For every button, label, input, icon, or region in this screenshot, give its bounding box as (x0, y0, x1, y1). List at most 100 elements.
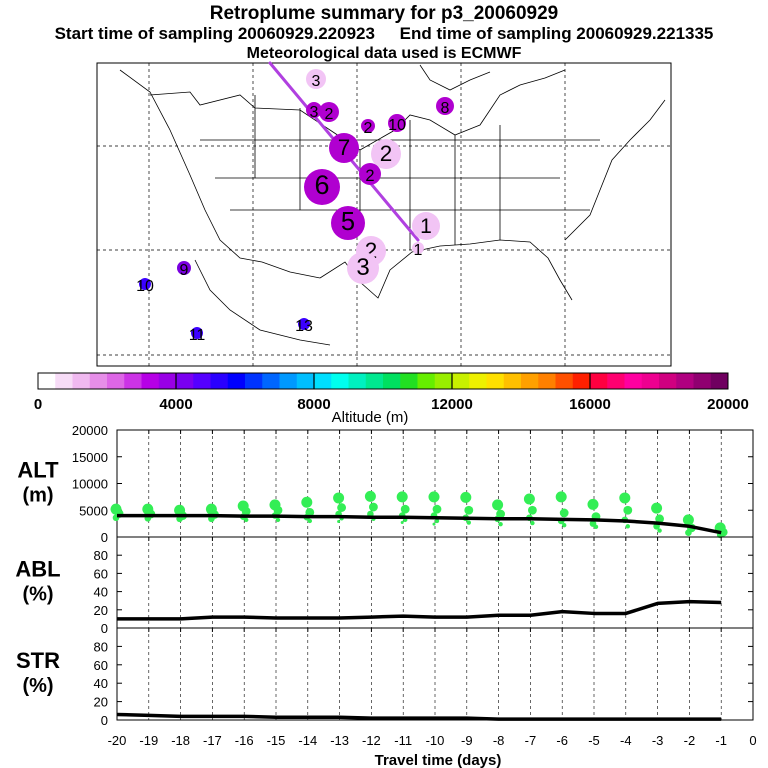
y-tick-label: 60 (94, 566, 108, 581)
x-tick-label: -3 (652, 733, 664, 748)
colorbar-cells (38, 373, 729, 389)
x-tick-label: -18 (171, 733, 190, 748)
y-tick-label: 5000 (79, 503, 108, 518)
colorbar-cell (469, 373, 487, 389)
x-tick-label: -11 (394, 733, 412, 748)
scatter-point (364, 490, 376, 502)
colorbar-tick-label: 0 (34, 396, 42, 413)
scatter-point (466, 520, 471, 525)
colorbar-tick-label: 20000 (707, 396, 749, 413)
scatter-point (530, 520, 535, 526)
colorbar-cell (607, 373, 625, 389)
scatter-point (685, 529, 692, 537)
panel-3: 0 20 40 60 80 STR(%) (16, 627, 754, 728)
scatter-point (655, 514, 664, 524)
x-tick-label: -16 (235, 733, 254, 748)
y-tick-label: 60 (94, 658, 108, 673)
scatter-point (464, 505, 474, 515)
scatter-point (619, 492, 631, 504)
scatter-point (337, 503, 346, 512)
colorbar-cell (365, 373, 384, 389)
start-time-label: Start time of sampling 20060929.220923 (54, 24, 375, 43)
y-axis-unit: (m) (22, 485, 53, 507)
y-axis-unit: (%) (22, 675, 53, 697)
colorbar-cell (314, 373, 332, 389)
colorbar-tick-label: 4000 (159, 396, 192, 413)
x-tick-label: -13 (330, 733, 349, 748)
y-tick-label: 0 (101, 621, 108, 636)
y-tick-label: 0 (101, 713, 108, 728)
y-tick-label: 40 (94, 676, 108, 691)
colorbar-cell (55, 373, 73, 389)
scatter-point (587, 498, 599, 510)
y-axis-label: ABL (15, 557, 60, 582)
colorbar-cell (503, 373, 522, 389)
colorbar-cell (624, 373, 643, 389)
colorbar-cell (710, 373, 729, 389)
scatter-point (682, 514, 694, 526)
x-tick-label: -10 (426, 733, 445, 748)
colorbar-cell (158, 373, 177, 389)
colorbar-cell (590, 373, 608, 389)
scatter-point (559, 508, 569, 518)
colorbar-cell (693, 373, 712, 389)
colorbar-cell (555, 373, 574, 389)
scatter-point (562, 523, 567, 528)
y-tick-label: 0 (101, 530, 108, 545)
scatter-point (369, 502, 378, 512)
colorbar-tick-label: 12000 (431, 396, 473, 413)
scatter-point (301, 496, 313, 508)
scatter-point (623, 505, 633, 515)
scatter-point (337, 519, 341, 523)
colorbar-cell (193, 373, 211, 389)
colorbar-cell (383, 373, 401, 389)
colorbar-cell (417, 373, 436, 389)
colorbar-cell (659, 373, 677, 389)
page-title: Retroplume summary for p3_20060929 (209, 3, 559, 24)
colorbar-cell (452, 373, 470, 389)
x-tick-label: -19 (139, 733, 158, 748)
colorbar-tick-label: 8000 (297, 396, 330, 413)
x-tick-label: 0 (749, 733, 756, 748)
x-tick-label: -6 (556, 733, 568, 748)
colorbar-cell (72, 373, 91, 389)
scatter-point (625, 524, 630, 529)
y-tick-label: 20000 (72, 423, 108, 438)
y-tick-label: 20 (94, 695, 108, 710)
scatter-point (396, 491, 408, 503)
scatter-point (460, 491, 472, 503)
series-line (117, 599, 722, 621)
panel-1: 0 5000 10000 15000 20000 ALT(m) (17, 423, 754, 545)
colorbar-cell (348, 373, 367, 389)
colorbar-cell (486, 373, 505, 389)
colorbar-frame (37, 372, 729, 390)
x-tick-label: -5 (588, 733, 600, 748)
end-time-label: End time of sampling 20060929.221335 (399, 24, 714, 43)
y-axis-unit: (%) (22, 584, 53, 606)
colorbar-axis-label: Altitude (m) (332, 409, 409, 426)
x-tick-label: -14 (298, 733, 317, 748)
scatter-point (400, 504, 410, 514)
colorbar-cell (141, 373, 160, 389)
x-tick-label: -4 (620, 733, 632, 748)
series-line (117, 513, 722, 535)
colorbar-cell (227, 373, 246, 389)
scatter-point (651, 502, 663, 514)
sampling-times: Start time of sampling 20060929.220923 E… (0, 24, 768, 44)
series-line (116, 712, 722, 721)
x-tick-label: -7 (525, 733, 537, 748)
scatter-point (555, 491, 567, 503)
colorbar-cell (262, 373, 280, 389)
colorbar-cell (538, 373, 556, 389)
colorbar-cell (279, 373, 298, 389)
scatter-point (275, 517, 281, 523)
colorbar-cell (124, 373, 142, 389)
colorbar-tick-labels: 0 4000 8000 12000 16000 20000 (34, 373, 749, 413)
colorbar-cell (572, 373, 591, 389)
y-tick-label: 20 (94, 603, 108, 618)
scatter-point (492, 499, 504, 511)
scatter-point (432, 504, 442, 514)
x-tick-label: -15 (267, 733, 286, 748)
scatter-point (307, 518, 312, 524)
scatter-point (523, 493, 535, 505)
